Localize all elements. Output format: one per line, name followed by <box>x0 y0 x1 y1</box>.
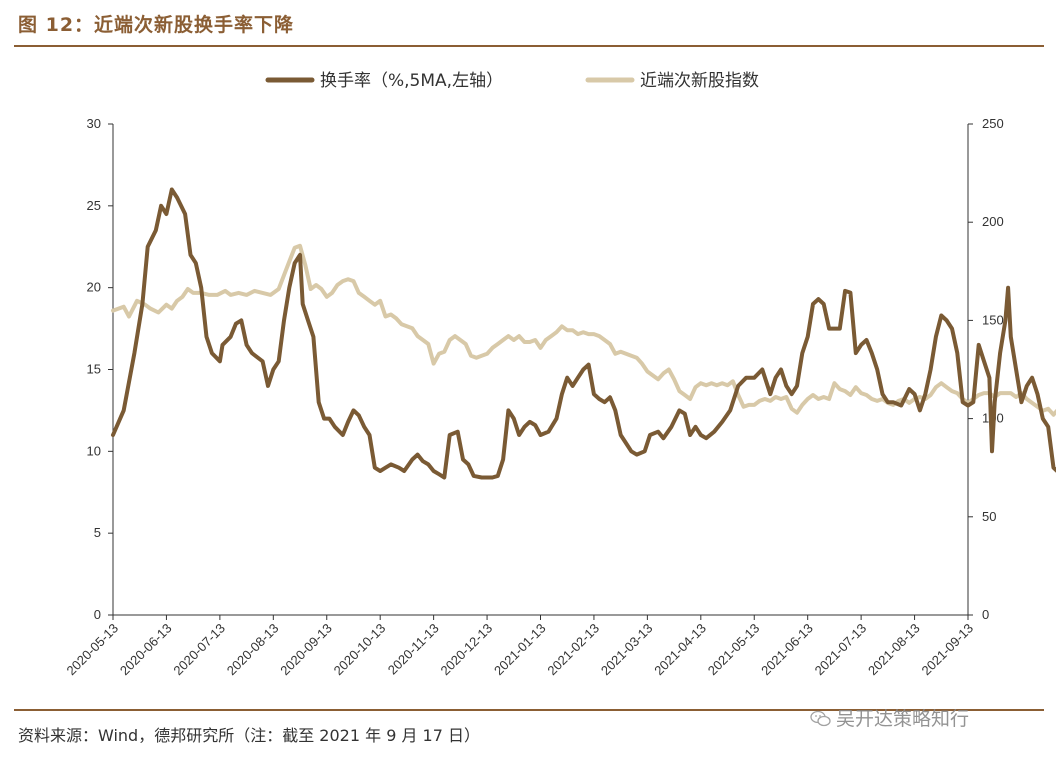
title-divider <box>14 45 1044 47</box>
left-tick-label: 30 <box>87 116 101 131</box>
dual-axis-line-chart: 换手率（%,5MA,左轴） 近端次新股指数 0510152025300501001… <box>63 71 1056 678</box>
x-tick-label: 2020-05-13 <box>63 621 121 679</box>
right-tick-label: 0 <box>982 607 989 622</box>
left-tick-label: 15 <box>87 362 101 377</box>
chart-axes: 0510152025300501001502002502020-05-13202… <box>63 116 1003 678</box>
x-tick-label: 2021-02-13 <box>544 621 602 679</box>
left-tick-label: 5 <box>94 525 101 540</box>
source-note: 资料来源：Wind，德邦研究所（注：截至 2021 年 9 月 17 日） <box>18 726 480 745</box>
left-tick-label: 25 <box>87 198 101 213</box>
wechat-icon <box>810 710 831 727</box>
x-tick-label: 2021-08-13 <box>865 621 923 679</box>
legend-label-index: 近端次新股指数 <box>640 71 759 91</box>
right-tick-label: 250 <box>982 116 1004 131</box>
chart-legend: 换手率（%,5MA,左轴） 近端次新股指数 <box>265 71 759 91</box>
x-tick-label: 2020-08-13 <box>224 621 282 679</box>
left-tick-label: 0 <box>94 607 101 622</box>
series-line-turnover <box>111 187 1056 480</box>
chart-series <box>111 187 1056 480</box>
x-tick-label: 2020-11-13 <box>385 621 442 678</box>
chart-title: 图 12：近端次新股换手率下降 <box>18 14 295 36</box>
right-tick-label: 150 <box>982 312 1004 327</box>
left-tick-label: 10 <box>87 443 101 458</box>
right-tick-label: 50 <box>982 509 996 524</box>
watermark-text: 吴开达策略知行 <box>836 708 970 730</box>
footer-divider <box>14 709 1044 711</box>
x-tick-label: 2020-07-13 <box>170 621 228 679</box>
x-tick-label: 2021-09-13 <box>918 621 976 679</box>
x-tick-label: 2021-07-13 <box>812 621 870 679</box>
x-tick-label: 2020-12-13 <box>438 621 496 679</box>
watermark: 吴开达策略知行 <box>810 704 969 731</box>
x-tick-label: 2021-03-13 <box>598 621 656 679</box>
x-tick-label: 2020-09-13 <box>277 621 335 679</box>
right-tick-label: 200 <box>982 214 1004 229</box>
x-tick-label: 2021-05-13 <box>705 621 763 679</box>
x-tick-label: 2021-01-13 <box>491 621 549 679</box>
x-tick-label: 2021-04-13 <box>651 621 709 679</box>
x-tick-label: 2020-06-13 <box>117 621 175 679</box>
series-line-index <box>111 243 1056 417</box>
x-tick-label: 2020-10-13 <box>331 621 389 679</box>
left-tick-label: 20 <box>87 280 101 295</box>
legend-label-turnover: 换手率（%,5MA,左轴） <box>320 71 503 91</box>
x-tick-label: 2021-06-13 <box>758 621 816 679</box>
